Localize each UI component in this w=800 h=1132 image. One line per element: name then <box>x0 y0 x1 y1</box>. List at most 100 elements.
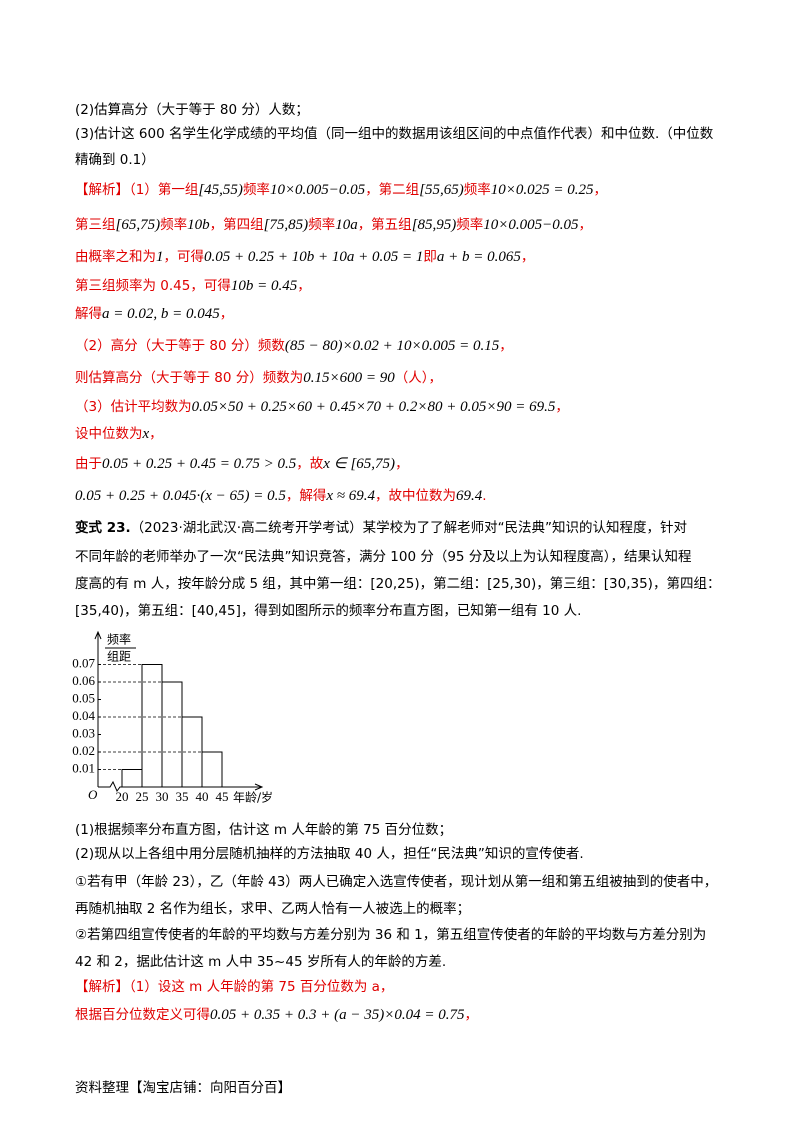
text-line: 精确到 0.1） <box>75 152 155 168</box>
text-segment: 第三组 <box>75 217 116 233</box>
text-segment: ， <box>578 217 593 233</box>
text-segment: 1 <box>156 249 164 265</box>
text-line: (1)根据频率分布直方图，估计这 m 人年龄的第 75 百分位数； <box>75 822 453 838</box>
text-segment: 10×0.005−0.05 <box>269 182 366 198</box>
text-line: ①若有甲（年龄 23），乙（年龄 43）两人已确定入选宣传使者，现计划从第一组和… <box>75 874 718 890</box>
text-segment: 根据百分位数定义可得 <box>75 1007 210 1023</box>
text-segment: a = 0.02, b = 0.045 <box>102 306 220 322</box>
problem-label: 变式 23. <box>75 520 131 536</box>
text-segment: ，第五组 <box>357 217 412 233</box>
bar <box>141 664 163 788</box>
text-segment: a + b = 0.065 <box>436 249 521 265</box>
text-segment: 第三组频率为 0.45，可得 <box>75 278 231 294</box>
solution-line: 根据百分位数定义可得0.05 + 0.35 + 0.3 + (a − 35)×0… <box>75 1003 478 1024</box>
text-segment: ， <box>499 338 513 354</box>
text-line: 度高的有 m 人，按年龄分成 5 组，其中第一组：[20,25)，第二组：[25… <box>75 576 721 592</box>
solution-line: 设中位数为x， <box>75 422 163 443</box>
y-arrow <box>94 630 102 640</box>
text-segment: ， <box>149 426 163 442</box>
text-segment: （3）估计平均数为 <box>75 399 192 415</box>
text-segment: ， <box>219 306 234 322</box>
y-tick-label: 0.01 <box>72 760 95 775</box>
text-segment: 解得 <box>75 306 102 322</box>
x-tick-label: 45 <box>216 789 229 804</box>
text-segment: 0.05 + 0.25 + 0.045·(x − 65) = 0.5 <box>75 488 286 504</box>
text-segment: 即 <box>423 249 437 265</box>
text-segment: ，第四组 <box>209 217 264 233</box>
text-line: [35,40)，第五组：[40,45]，得到如图所示的频率分布直方图，已知第一组… <box>75 603 582 619</box>
solution-line: 第三组[65,75)频率10b，第四组[75,85)频率10a，第五组[85,9… <box>75 213 592 234</box>
text-segment: 0.05 + 0.25 + 10b + 10a + 0.05 = 1 <box>204 249 424 265</box>
text-segment: [65,75) <box>115 217 161 233</box>
text: （2023·湖北武汉·高二统考开学考试）某学校为了了解老师对“民法典”知识的认知… <box>130 520 688 536</box>
text-segment: . <box>482 488 487 504</box>
text-segment: 10×0.025 = 0.25 <box>490 182 594 198</box>
solution-line: （2）高分（大于等于 80 分）频数(85 − 80)×0.02 + 10×0.… <box>75 334 513 355</box>
text-segment: 10a <box>335 217 358 233</box>
x-tick-label: 20 <box>116 789 129 804</box>
text-segment: ， <box>593 182 608 198</box>
text-segment: （人）， <box>394 370 443 386</box>
solution-line: 【解析】（1）设这 m 人年龄的第 75 百分位数为 a， <box>75 975 393 995</box>
solution-line: 由概率之和为1，可得0.05 + 0.25 + 10b + 10a + 0.05… <box>75 245 534 266</box>
x-tick-label: 35 <box>176 789 189 804</box>
text-segment: 频率 <box>308 217 336 233</box>
text-segment: ， <box>555 399 569 415</box>
solution-line: （3）估计平均数为0.05×50 + 0.25×60 + 0.45×70 + 0… <box>75 395 569 416</box>
bar <box>121 769 143 788</box>
x-label: 年龄/岁 <box>233 790 273 805</box>
text-segment: 0.05×50 + 0.25×60 + 0.45×70 + 0.2×80 + 0… <box>191 399 556 415</box>
x-tick-label: 40 <box>196 789 209 804</box>
origin: O <box>88 787 98 802</box>
x-arrow <box>254 783 264 791</box>
y-label-top: 频率 <box>107 632 131 647</box>
text-segment: ，故中位数为 <box>375 488 457 504</box>
text-segment: [55,65) <box>419 182 464 198</box>
y-tick-label: 0.04 <box>72 708 95 723</box>
text-segment: [45,55) <box>198 182 243 198</box>
text-segment: 10b <box>187 217 210 233</box>
text-segment: ， <box>297 278 311 294</box>
text-segment: 则估算高分（大于等于 80 分）频数为 <box>75 370 304 386</box>
y-tick-label: 0.02 <box>72 743 95 758</box>
text-segment: x ∈ [65,75) <box>323 456 396 472</box>
text-segment: ，故 <box>296 456 324 472</box>
text-segment: [85,95) <box>411 217 457 233</box>
text-segment: 频率 <box>456 217 484 233</box>
text-segment: 69.4 <box>456 488 483 504</box>
text-segment: 10b = 0.45 <box>230 278 298 294</box>
text-segment: 【解析】（1）第一组 <box>75 182 199 198</box>
text-segment: 0.05 + 0.35 + 0.3 + (a − 35)×0.04 = 0.75 <box>210 1007 465 1023</box>
bar <box>161 681 183 788</box>
text-segment: 频率 <box>242 182 270 198</box>
x-tick-label: 25 <box>136 789 149 804</box>
text-line: 变式 23.（2023·湖北武汉·高二统考开学考试）某学校为了了解老师对“民法典… <box>75 516 687 536</box>
text-line: 再随机抽取 2 名作为组长，求甲、乙两人恰有一人被选上的概率； <box>75 901 471 917</box>
text-segment: 设中位数为 <box>75 426 143 442</box>
text-line: (2)估算高分（大于等于 80 分）人数； <box>75 102 309 118</box>
y-label-bottom: 组距 <box>107 650 131 664</box>
text-segment: [75,85) <box>263 217 309 233</box>
text-segment: ， <box>395 456 409 472</box>
text-segment: x <box>142 426 150 442</box>
text-segment: 10×0.005−0.05 <box>483 217 579 233</box>
x-tick-label: 30 <box>156 789 169 804</box>
text-segment: 0.15×600 = 90 <box>303 370 395 386</box>
text-segment: （2）高分（大于等于 80 分）频数 <box>75 338 285 354</box>
text-segment: x ≈ 69.4 <box>326 488 376 504</box>
solution-line: 0.05 + 0.25 + 0.045·(x − 65) = 0.5，解得x ≈… <box>75 484 487 505</box>
solution-line: 【解析】（1）第一组[45,55)频率10×0.005−0.05，第二组[55,… <box>75 178 607 199</box>
text-line: ②若第四组宣传使者的年龄的平均数与方差分别为 36 和 1，第五组宣传使者的年龄… <box>75 927 707 943</box>
y-tick-label: 0.03 <box>72 725 95 740</box>
text-segment: 【解析】（1）设这 m 人年龄的第 75 百分位数为 a， <box>75 979 394 995</box>
y-tick-label: 0.07 <box>72 655 95 670</box>
text-line: 42 和 2，据此估计这 m 人中 35~45 岁所有人的年龄的方差. <box>75 954 447 970</box>
text-segment: (85 − 80)×0.02 + 10×0.005 = 0.15 <box>284 338 500 354</box>
solution-line: 解得a = 0.02, b = 0.045， <box>75 302 233 323</box>
y-tick-label: 0.05 <box>72 690 95 705</box>
text-segment: ，第二组 <box>365 182 420 198</box>
y-tick-label: 0.06 <box>72 673 95 688</box>
text-segment: ，解得 <box>285 488 327 504</box>
